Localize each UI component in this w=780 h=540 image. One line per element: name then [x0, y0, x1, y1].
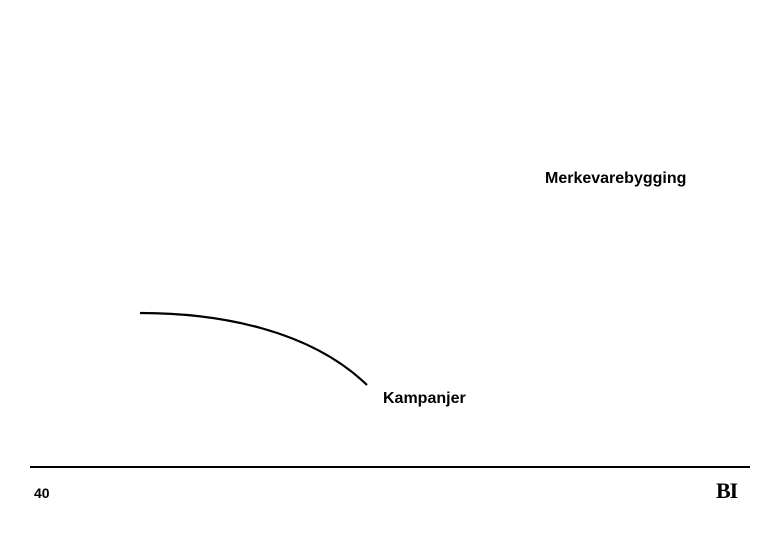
curve-path: [140, 313, 367, 385]
footer-divider: [30, 466, 750, 468]
page-number: 40: [34, 485, 50, 501]
label-merkevarebygging: Merkevarebygging: [545, 170, 686, 188]
bi-logo: BI: [716, 478, 737, 504]
label-kampanjer: Kampanjer: [383, 390, 466, 408]
slide: Merkevarebygging Kampanjer 40 BI: [0, 0, 780, 540]
curve-diagram: [0, 0, 780, 540]
